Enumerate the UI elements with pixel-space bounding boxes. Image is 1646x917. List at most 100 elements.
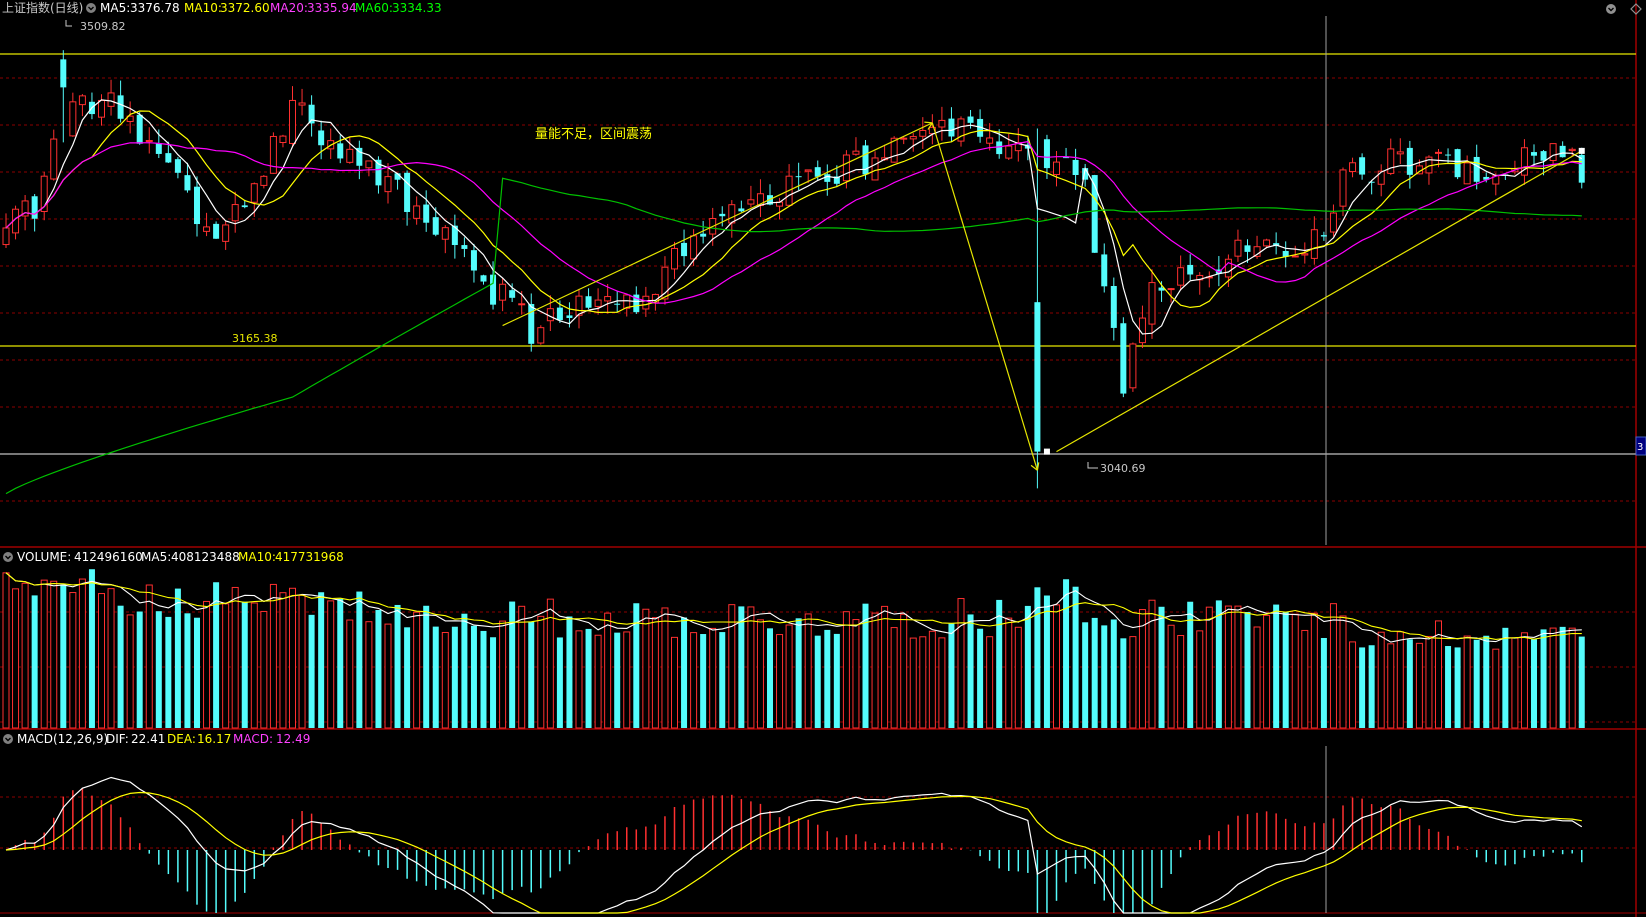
candle-body-down	[795, 176, 802, 178]
candle-body-down	[1110, 285, 1117, 328]
candle-body-up	[804, 169, 812, 172]
candle-body-down	[700, 233, 707, 237]
volume-bar-up	[537, 615, 545, 729]
volume-bar-up	[1387, 643, 1395, 729]
candle-body-down	[814, 167, 821, 177]
candle-body-down	[136, 114, 143, 144]
volume-bar-down	[1244, 612, 1251, 728]
candle-body-down	[566, 315, 573, 318]
volume-bar-down	[1215, 600, 1222, 728]
trend-lines	[502, 121, 1585, 471]
candle-body-down	[824, 174, 831, 182]
candle-body-up	[1387, 148, 1395, 174]
candle-body-down	[174, 159, 181, 173]
candle-body-up	[747, 199, 755, 205]
volume-bar-down	[60, 584, 67, 728]
candle-body-down	[470, 250, 477, 271]
candle-body-down	[556, 307, 563, 321]
volume-bar-up	[441, 631, 449, 729]
ma20-value: 3335.94	[307, 1, 357, 15]
ma10-line	[5, 110, 1582, 314]
volume-bar-down	[1359, 647, 1366, 728]
collapse-icon[interactable]	[1606, 4, 1616, 14]
volume-bar-down	[509, 601, 516, 728]
candle-body-down	[528, 303, 535, 344]
candle-body-up	[842, 154, 850, 182]
volume-bar-up	[1463, 635, 1471, 729]
support-price-label: 3165.38	[232, 332, 278, 345]
macd-header: MACD(12,26,9) DIF: 22.41 DEA: 16.17 MACD…	[3, 732, 310, 746]
candle-body-down	[1063, 157, 1070, 159]
candle-body-up	[1014, 142, 1022, 152]
candle-body-down	[337, 143, 344, 159]
macd-dif-value: 22.41	[131, 732, 165, 746]
diamond-icon[interactable]	[1630, 3, 1642, 15]
candle-body-down	[1483, 176, 1490, 180]
candle-body-up	[1234, 239, 1242, 257]
candle-body-down	[1043, 139, 1050, 169]
volume-bar-down	[681, 617, 688, 728]
volume-bar-up	[499, 620, 507, 729]
candle-body-down	[633, 294, 640, 313]
candle-body-up	[623, 294, 631, 309]
candle-body-down	[1406, 147, 1413, 175]
macd-dea-line	[5, 791, 1582, 914]
candle-body-down	[461, 245, 468, 249]
volume-bar-up	[1291, 613, 1299, 729]
candle-body-up	[728, 204, 736, 224]
volume-bar-up	[1005, 617, 1013, 729]
candle-body-up	[1339, 169, 1347, 207]
candle-body-down	[117, 95, 124, 119]
candle-body-down	[165, 153, 172, 163]
volume-bar-up	[1415, 642, 1423, 729]
candle-body-up	[957, 118, 965, 142]
volume-bar-up	[1129, 636, 1137, 729]
volume-bar-up	[1205, 606, 1213, 729]
volume-bar-down	[461, 613, 468, 728]
ma5-value: 3376.78	[130, 1, 180, 15]
candle-body-down	[1091, 175, 1098, 253]
candle-body-down	[719, 213, 726, 217]
candle-body-up	[98, 99, 105, 118]
candle-body-down	[1282, 251, 1289, 257]
candle-body-up	[2, 227, 10, 246]
candle-body-up	[1329, 212, 1337, 233]
volume-bar-up	[1177, 635, 1185, 729]
candle-body-down	[509, 290, 516, 298]
volume-bar-down	[1273, 604, 1280, 728]
volume-bar-up	[890, 627, 898, 729]
volume-bar-up	[1568, 627, 1576, 729]
candle-body-up	[518, 303, 526, 306]
volume-bar-down	[1043, 595, 1050, 728]
volume-bar-down	[833, 633, 840, 728]
candle-body-up	[1177, 267, 1185, 286]
volume-bar-up	[1196, 630, 1204, 729]
volume-bar-up	[1224, 605, 1232, 729]
high-price-label: 3509.82	[80, 20, 126, 33]
volume-bar-up	[575, 630, 583, 729]
volume-settings-icon[interactable]	[3, 552, 13, 562]
candle-body-up	[690, 235, 698, 260]
macd-dea-label: DEA:	[167, 732, 196, 746]
volume-bar-up	[98, 593, 105, 729]
candle-body-down	[1320, 235, 1327, 237]
volume-bar-up	[1549, 627, 1557, 729]
volume-bar-down	[967, 614, 974, 728]
volume-bar-down	[1082, 622, 1089, 728]
volume-bar-down	[977, 628, 984, 728]
volume-bar-up	[250, 602, 258, 729]
volume-ma5-line	[5, 572, 1582, 643]
volume-bar-up	[804, 613, 812, 729]
candle-body-up	[642, 295, 650, 310]
settings-icon[interactable]	[86, 3, 96, 13]
candle-body-down	[155, 143, 162, 154]
macd-settings-icon[interactable]	[3, 734, 13, 744]
reference-lines	[0, 53, 1636, 455]
candle-body-up	[231, 204, 239, 222]
candle-body-up	[78, 95, 86, 106]
candle-body-up	[1253, 246, 1261, 257]
volume-ma10-value: 417731968	[275, 550, 344, 564]
volume-bar-down	[1120, 638, 1127, 728]
